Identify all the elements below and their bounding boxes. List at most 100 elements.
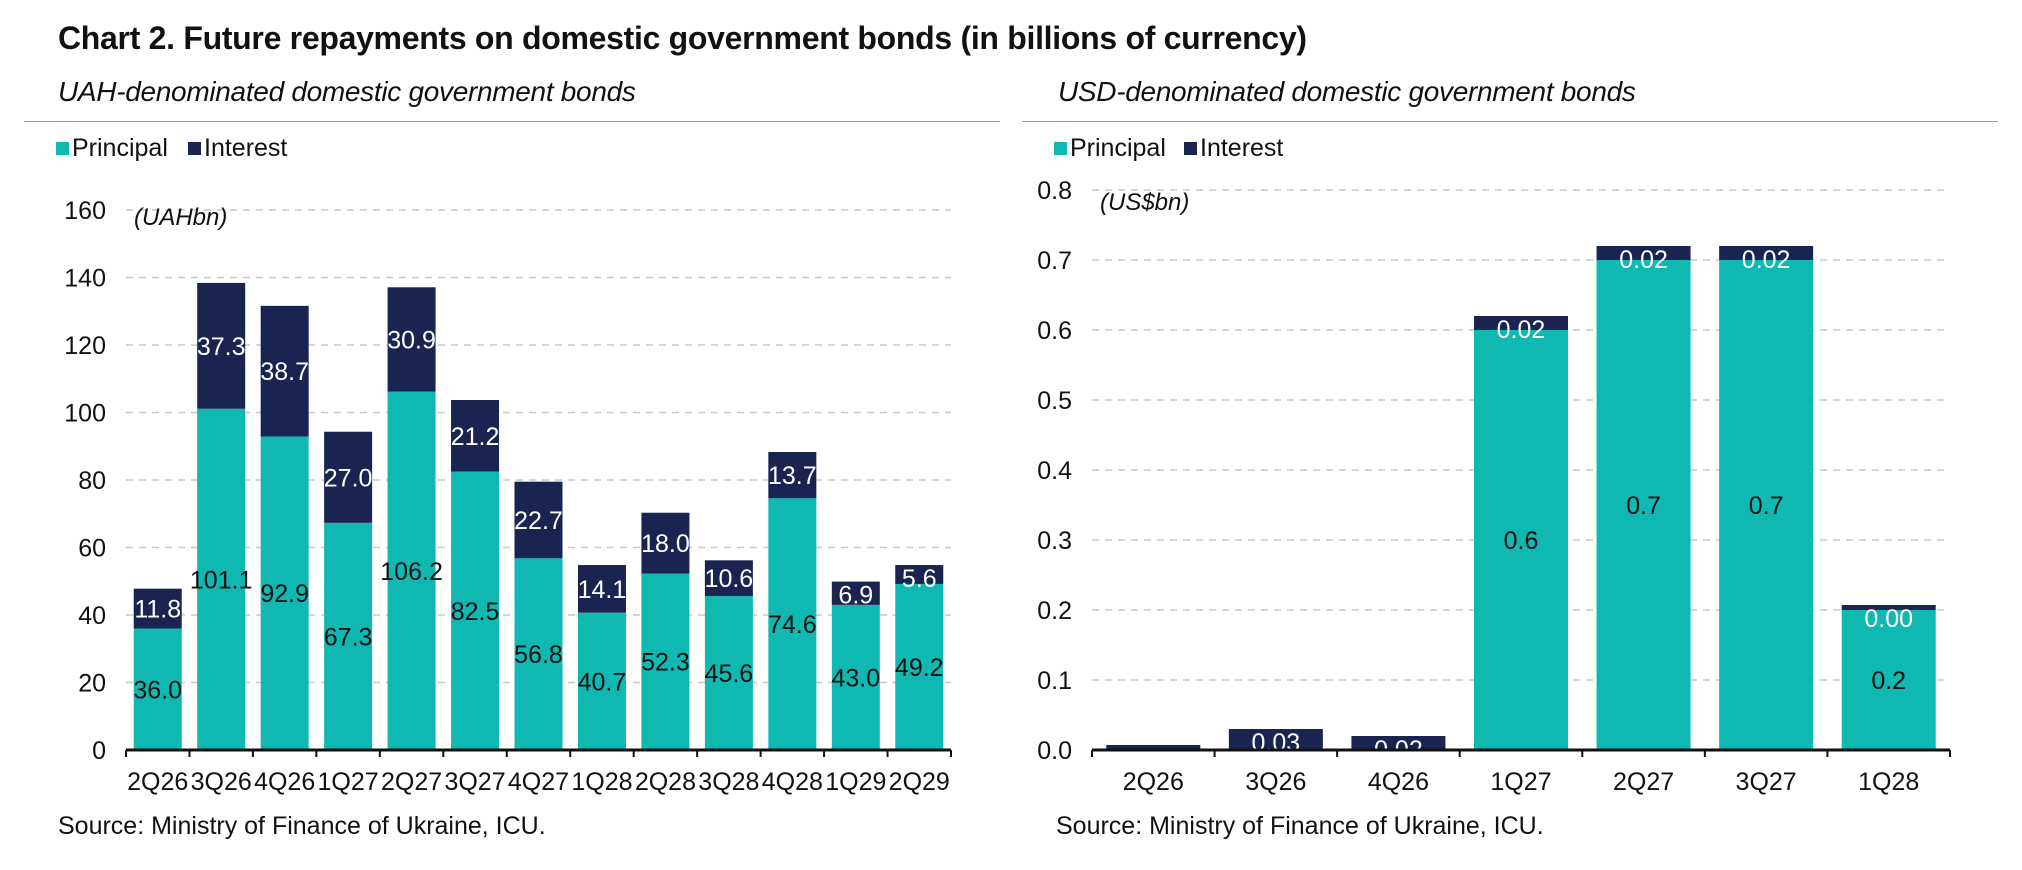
- bar-principal-1Q28: [1841, 610, 1936, 750]
- bar-principal-1Q27: [324, 522, 373, 750]
- legend-label-principal: Principal: [1070, 134, 1166, 162]
- legend-label-principal: Principal: [72, 134, 168, 162]
- y-tick-label: 0.1: [1037, 667, 1072, 695]
- x-tick-label: 3Q27: [1736, 768, 1797, 796]
- data-label-principal-3Q28: 45.6: [705, 660, 754, 688]
- data-label-principal-4Q26: 92.9: [260, 580, 309, 608]
- bar-interest-2Q29: [895, 565, 944, 584]
- left-panel-rule: [24, 121, 1000, 122]
- y-tick-label: 0.3: [1037, 527, 1072, 555]
- bar-principal-2Q28: [641, 573, 690, 750]
- x-tick-label: 2Q27: [381, 768, 442, 796]
- data-label-interest-1Q28: 0.00: [1864, 605, 1913, 633]
- data-label-principal-1Q28: 40.7: [578, 668, 627, 696]
- data-label-interest-3Q27: 0.02: [1742, 246, 1791, 274]
- y-tick-label: 100: [64, 400, 106, 428]
- usd-chart: 0.0 0.1 0.2 0.3 0.4 0.5 0.6 0.7 0.8 (US$bn) Princi…: [1037, 134, 1951, 796]
- y-tick-label: 0.7: [1037, 247, 1072, 275]
- legend-swatch-interest: [1184, 142, 1197, 155]
- bar-principal-4Q28: [768, 498, 817, 750]
- data-label-interest-3Q28: 10.6: [705, 565, 754, 593]
- legend-swatch-principal: [1054, 142, 1067, 155]
- data-label-principal-1Q29: 43.0: [831, 664, 880, 692]
- right-source: Source: Ministry of Finance of Ukraine, …: [1056, 812, 1544, 840]
- bar-interest-3Q28: [704, 560, 753, 597]
- data-label-interest-2Q28: 18.0: [641, 530, 690, 558]
- y-tick-label: 0.8: [1037, 177, 1072, 205]
- y-tick-label: 80: [78, 467, 106, 495]
- data-label-principal-4Q27: 56.8: [514, 641, 563, 669]
- data-label-principal-2Q27: 106.2: [380, 558, 443, 586]
- x-tick-label: 2Q29: [889, 768, 950, 796]
- y-tick-label: 140: [64, 265, 106, 293]
- bar-interest-4Q27: [514, 481, 563, 559]
- bar-interest-4Q26: [260, 305, 309, 437]
- legend-swatch-principal: [56, 142, 69, 155]
- right-panel-title: USD-denominated domestic government bond…: [1058, 76, 1636, 107]
- legend-swatch-interest: [188, 142, 201, 155]
- y-tick-label: 0.5: [1037, 387, 1072, 415]
- x-tick-label: 3Q26: [1245, 768, 1306, 796]
- main-title: Chart 2. Future repayments on domestic g…: [58, 20, 1307, 56]
- bar-principal-4Q27: [514, 558, 563, 750]
- data-label-principal-1Q27: 0.6: [1504, 527, 1539, 555]
- x-tick-label: 3Q28: [698, 768, 759, 796]
- data-label-interest-4Q27: 22.7: [514, 507, 563, 535]
- bar-interest-3Q27: [451, 400, 500, 472]
- data-label-principal-2Q27: 0.7: [1626, 492, 1661, 520]
- data-label-interest-2Q27: 0.02: [1619, 246, 1668, 274]
- x-tick-label: 2Q28: [635, 768, 696, 796]
- data-label-interest-2Q27: 30.9: [387, 326, 436, 354]
- x-tick-label: 4Q26: [1368, 768, 1429, 796]
- bar-principal-3Q27: [451, 471, 500, 750]
- y-tick-label: 0.4: [1037, 457, 1072, 485]
- left-source: Source: Ministry of Finance of Ukraine, …: [58, 812, 546, 840]
- data-label-interest-3Q26: 0.03: [1252, 729, 1301, 757]
- y-tick-label: 160: [64, 197, 106, 225]
- unit-label: (UAHbn): [134, 204, 227, 231]
- bar-interest-3Q26: [197, 282, 246, 409]
- data-label-interest-1Q29: 6.9: [838, 582, 873, 610]
- bar-principal-2Q27: [387, 391, 436, 750]
- x-tick-label: 3Q26: [191, 768, 252, 796]
- x-tick-label: 1Q28: [571, 768, 632, 796]
- data-label-interest-2Q29: 5.6: [902, 565, 937, 593]
- data-label-interest-1Q27: 0.02: [1497, 316, 1546, 344]
- y-tick-label: 120: [64, 332, 106, 360]
- data-label-interest-4Q28: 13.7: [768, 462, 817, 490]
- y-tick-label: 0.6: [1037, 317, 1072, 345]
- x-tick-label: 1Q29: [825, 768, 886, 796]
- y-tick-label: 0.0: [1037, 737, 1072, 765]
- bar-principal-1Q27: [1474, 330, 1568, 750]
- bar-principal-3Q28: [704, 596, 753, 750]
- bar-interest-4Q28: [768, 451, 817, 499]
- data-label-principal-4Q28: 74.6: [768, 611, 817, 639]
- x-tick-label: 1Q27: [318, 768, 379, 796]
- bar-interest-4Q26: [1351, 736, 1446, 750]
- bar-principal-1Q28: [577, 612, 626, 750]
- y-tick-label: 0: [92, 737, 106, 765]
- uah-chart: 0 20 40 60 80 100 120 140 160 (UAHbn) Principal Int…: [56, 134, 952, 796]
- x-tick-label: 4Q27: [508, 768, 569, 796]
- bar-interest-3Q27: [1719, 246, 1814, 260]
- data-label-interest-3Q27: 21.2: [451, 423, 500, 451]
- bar-interest-1Q28: [1841, 605, 1936, 610]
- data-label-principal-3Q27: 82.5: [451, 598, 500, 626]
- x-tick-label: 1Q28: [1858, 768, 1919, 796]
- data-label-interest-1Q28: 14.1: [578, 576, 627, 604]
- data-label-principal-3Q27: 0.7: [1749, 492, 1784, 520]
- data-label-principal-2Q26: 36.0: [133, 676, 182, 704]
- bar-principal-3Q27: [1719, 260, 1814, 750]
- bar-interest-1Q28: [577, 565, 626, 613]
- right-panel-rule: [1022, 121, 1998, 122]
- x-tick-label: 4Q26: [254, 768, 315, 796]
- bar-principal-1Q29: [831, 604, 880, 750]
- data-label-principal-1Q28: 0.2: [1871, 667, 1906, 695]
- data-label-principal-1Q27: 67.3: [324, 623, 373, 651]
- data-label-interest-2Q26: 11.8: [134, 596, 181, 624]
- bar-interest-1Q27: [1474, 316, 1568, 330]
- legend-label-interest: Interest: [204, 134, 287, 162]
- bar-principal-4Q26: [260, 436, 309, 750]
- x-tick-label: 2Q26: [1123, 768, 1184, 796]
- x-tick-label: 2Q26: [127, 768, 188, 796]
